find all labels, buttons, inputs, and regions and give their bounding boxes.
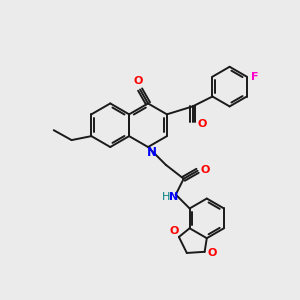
Text: N: N (169, 192, 178, 202)
Text: F: F (251, 72, 258, 82)
Text: O: O (170, 226, 179, 236)
Text: N: N (147, 146, 157, 160)
Text: O: O (134, 76, 143, 85)
Text: O: O (198, 119, 207, 129)
Text: O: O (200, 165, 210, 175)
Text: H: H (162, 192, 170, 202)
Text: O: O (207, 248, 217, 258)
